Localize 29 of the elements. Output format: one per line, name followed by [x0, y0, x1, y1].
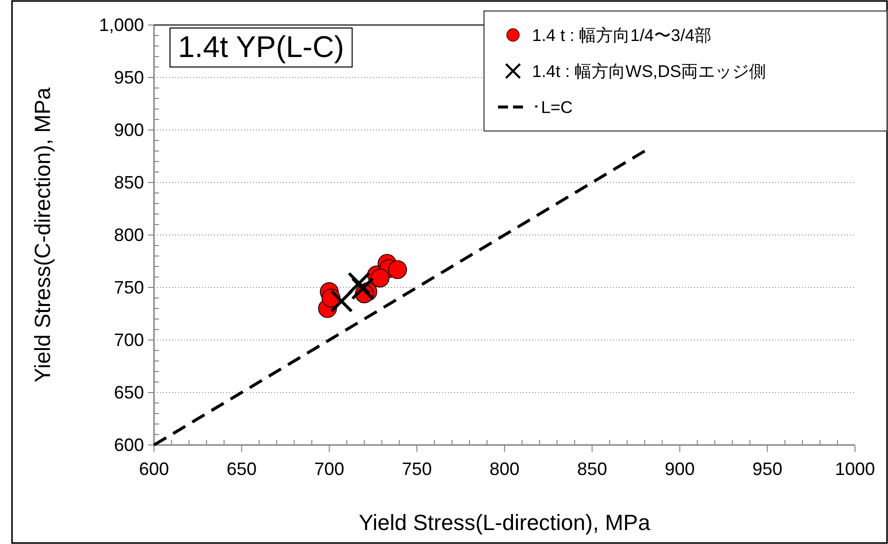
y-tick-label: 900 — [114, 120, 144, 140]
point — [351, 277, 374, 300]
x-tick-label: 750 — [402, 459, 432, 479]
chart-title: 1.4t YP(L-C) — [178, 31, 344, 64]
x-tick-label: 1000 — [834, 459, 876, 479]
legend-label: ･L=C — [532, 98, 573, 117]
y-tick-label: 850 — [114, 172, 144, 192]
point — [388, 260, 407, 280]
x-tick-label: 900 — [664, 459, 695, 479]
x-tick-label: 600 — [138, 459, 170, 479]
legend-label: 1.4t : 幅方向WS,DS両エッジ側 — [532, 62, 766, 81]
y-tick-label: 800 — [114, 225, 144, 245]
x-tick-label: 650 — [226, 459, 257, 479]
point — [370, 268, 390, 288]
y-tick-label: 950 — [114, 68, 144, 88]
x-tick-label: 950 — [752, 459, 782, 479]
point — [348, 272, 371, 295]
y-tick-label: 650 — [114, 382, 144, 402]
x-tick-label: 850 — [577, 459, 608, 479]
x-axis-title: Yield Stress(L-direction), MPa — [358, 510, 651, 535]
legend-label: 1.4 t : 幅方向1/4〜3/4部 — [532, 26, 712, 45]
y-tick-label: 1,000 — [98, 15, 144, 35]
y-tick-label: 700 — [114, 330, 144, 350]
y-axis-title: Yield Stress(C-direction), MPa — [30, 86, 55, 383]
x-tick-label: 700 — [314, 459, 344, 479]
x-tick-label: 800 — [489, 459, 520, 479]
y-tick-label: 750 — [114, 278, 144, 298]
point — [330, 290, 354, 313]
y-tick-label: 600 — [114, 435, 144, 455]
